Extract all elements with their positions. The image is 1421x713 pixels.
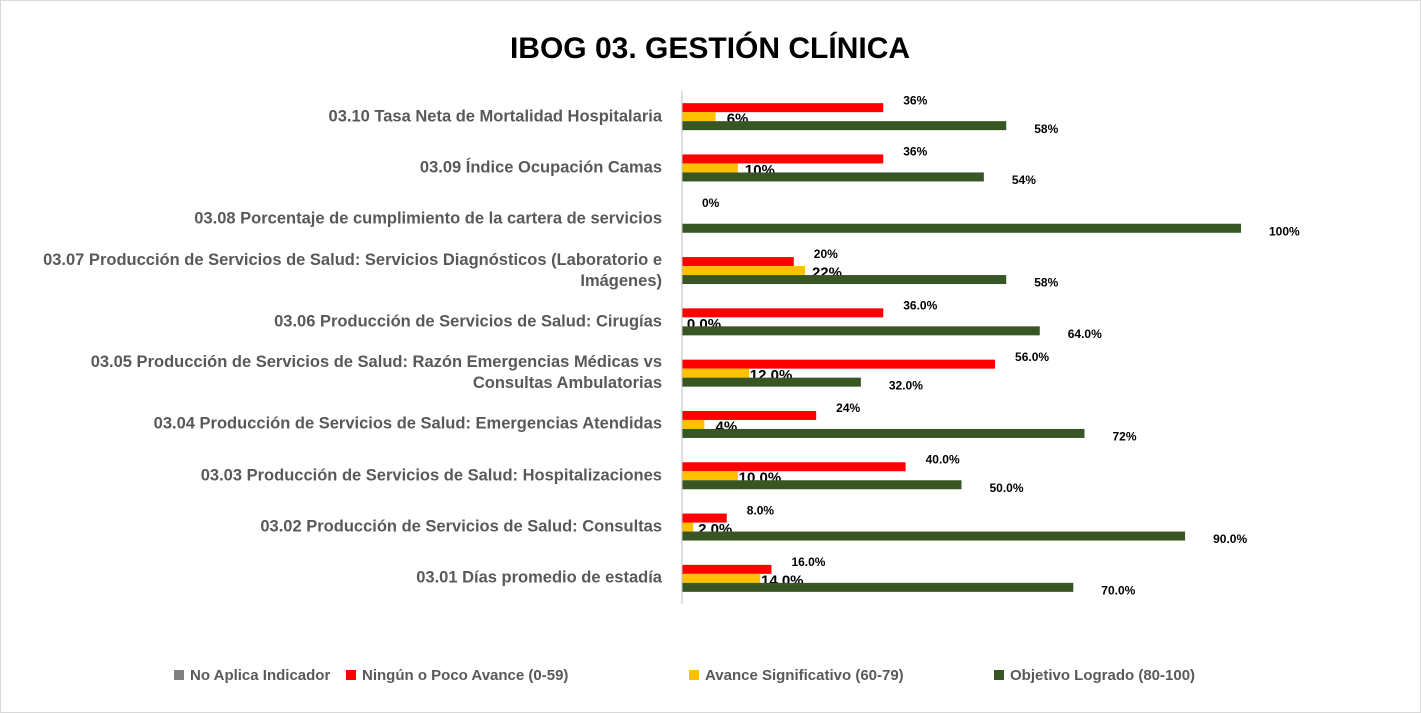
data-label: 90.0% bbox=[1213, 532, 1247, 546]
legend-label: No Aplica Indicador bbox=[190, 667, 330, 684]
bar bbox=[682, 121, 1007, 131]
category-label: 03.08 Porcentaje de cumplimiento de la c… bbox=[194, 209, 662, 228]
bar bbox=[682, 462, 906, 472]
category-label: 03.04 Producción de Servicios de Salud: … bbox=[153, 414, 662, 433]
category-label: 03.01 Días promedio de estadía bbox=[416, 568, 662, 587]
data-label: 0% bbox=[702, 196, 720, 210]
data-label: 56.0% bbox=[1015, 350, 1049, 364]
legend-swatch bbox=[346, 670, 356, 680]
bar bbox=[682, 163, 738, 173]
bar bbox=[682, 257, 794, 267]
category-label: 03.06 Producción de Servicios de Salud: … bbox=[274, 312, 662, 331]
bar bbox=[682, 266, 805, 276]
chart-title: IBOG 03. GESTIÓN CLÍNICA bbox=[510, 31, 910, 65]
data-label: 58% bbox=[1034, 122, 1058, 136]
bar bbox=[682, 326, 1040, 336]
bar bbox=[682, 513, 727, 523]
bar bbox=[682, 172, 984, 182]
category-label: 03.03 Producción de Servicios de Salud: … bbox=[200, 466, 662, 485]
bar bbox=[682, 564, 772, 574]
bar bbox=[682, 573, 761, 583]
legend-label: Avance Significativo (60-79) bbox=[705, 667, 904, 684]
data-label: 32.0% bbox=[889, 378, 923, 392]
bar bbox=[682, 522, 694, 532]
data-label: 58% bbox=[1034, 276, 1058, 290]
bar bbox=[682, 531, 1186, 541]
data-label: 100% bbox=[1269, 224, 1300, 238]
data-label: 36% bbox=[903, 93, 927, 107]
data-label: 70.0% bbox=[1101, 584, 1135, 598]
data-label: 16.0% bbox=[791, 555, 825, 569]
legend-label: Objetivo Logrado (80-100) bbox=[1010, 667, 1195, 684]
data-label: 8.0% bbox=[747, 504, 775, 518]
bar bbox=[682, 359, 996, 369]
bar bbox=[682, 410, 817, 420]
data-label: 36.0% bbox=[903, 299, 937, 313]
legend-swatch bbox=[994, 670, 1004, 680]
legend-swatch bbox=[174, 670, 184, 680]
bar bbox=[682, 112, 716, 122]
bar bbox=[682, 223, 1241, 233]
bar bbox=[682, 480, 962, 490]
data-label: 54% bbox=[1012, 173, 1036, 187]
bar bbox=[682, 428, 1085, 438]
category-label: 03.02 Producción de Servicios de Salud: … bbox=[260, 517, 662, 536]
category-label: 03.07 Producción de Servicios de Salud: … bbox=[43, 250, 662, 290]
data-label: 72% bbox=[1112, 430, 1136, 444]
category-label: 03.05 Producción de Servicios de Salud: … bbox=[90, 353, 662, 393]
data-label: 20% bbox=[814, 247, 838, 261]
data-label: 36% bbox=[903, 145, 927, 159]
legend-label: Ningún o Poco Avance (0-59) bbox=[362, 667, 568, 684]
bar bbox=[682, 308, 884, 318]
data-label: 40.0% bbox=[926, 452, 960, 466]
bar bbox=[682, 419, 705, 429]
bar bbox=[682, 368, 750, 378]
category-label: 03.10 Tasa Neta de Mortalidad Hospitalar… bbox=[328, 107, 662, 126]
data-label: 50.0% bbox=[990, 481, 1024, 495]
data-label: 24% bbox=[836, 401, 860, 415]
data-label: 64.0% bbox=[1068, 327, 1102, 341]
legend-swatch bbox=[689, 670, 699, 680]
bar bbox=[682, 377, 861, 387]
bar bbox=[682, 103, 884, 113]
bar bbox=[682, 154, 884, 164]
category-label: 03.09 Índice Ocupación Camas bbox=[419, 158, 662, 177]
bar bbox=[682, 471, 738, 481]
bar bbox=[682, 275, 1007, 285]
bar bbox=[682, 582, 1074, 592]
